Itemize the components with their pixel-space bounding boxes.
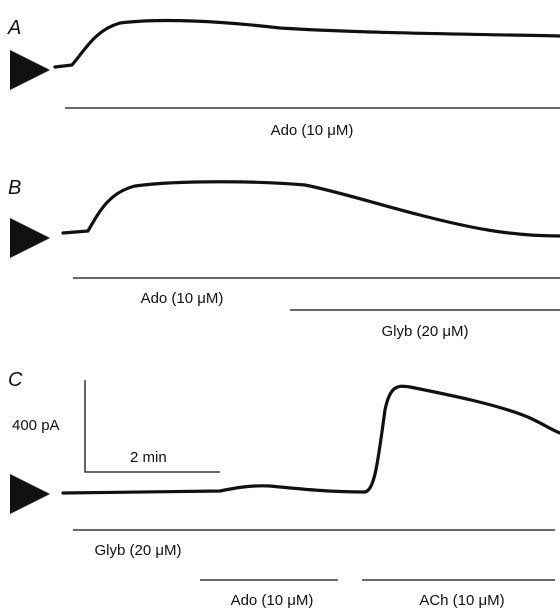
drug-label: Glyb (20 μM)	[95, 542, 182, 559]
scale-bar	[84, 380, 220, 473]
panel-label: C	[8, 369, 23, 391]
panel-label: A	[7, 17, 21, 39]
drug-label: Ado (10 μM)	[231, 592, 314, 609]
current-trace	[61, 384, 560, 495]
current-trace	[53, 18, 560, 69]
drug-label: Ado (10 μM)	[141, 290, 224, 307]
scale-time: 2 min	[130, 449, 167, 466]
current-trace	[61, 180, 560, 238]
scale-current: 400 pA	[12, 417, 60, 434]
drug-label: Glyb (20 μM)	[382, 323, 469, 340]
drug-label: ACh (10 μM)	[419, 592, 504, 609]
panel-label: B	[8, 177, 21, 199]
drug-label: Ado (10 μM)	[271, 122, 354, 139]
